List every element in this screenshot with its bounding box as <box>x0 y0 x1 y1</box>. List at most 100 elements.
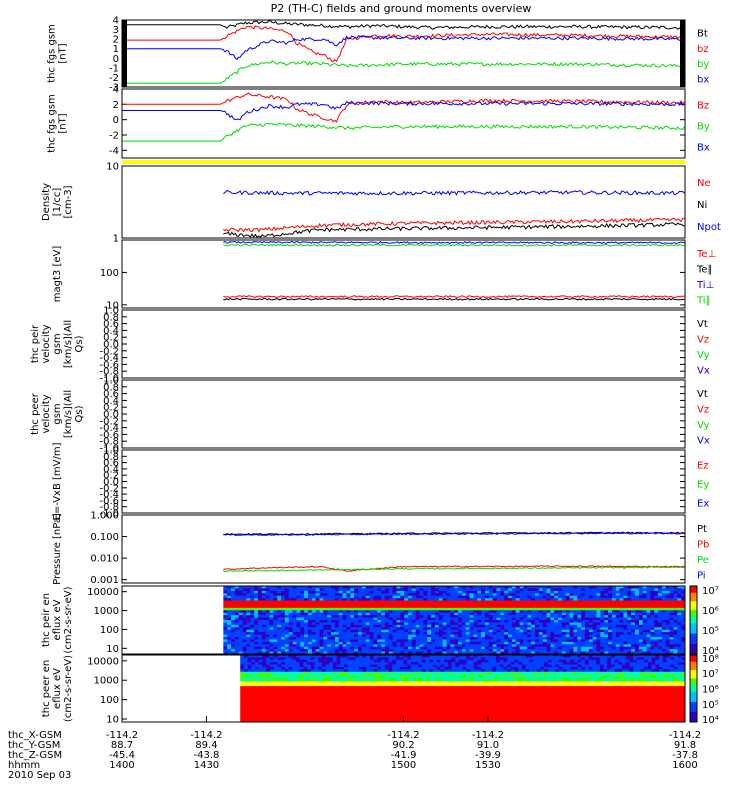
spectrogram-cell <box>361 632 367 635</box>
spectrogram-cell <box>503 666 508 670</box>
spectrogram-cell <box>447 676 452 680</box>
spectrogram-cell <box>492 637 497 640</box>
spectrogram-cell <box>311 605 317 609</box>
spectrogram-cell <box>357 617 363 621</box>
spectrogram-cell <box>323 624 328 628</box>
spectrogram-cell <box>446 605 451 609</box>
spectrogram-cell <box>377 644 382 648</box>
spectrogram-cell <box>396 641 401 645</box>
spectrogram-cell <box>284 603 290 606</box>
spectrogram-cell <box>500 634 505 638</box>
spectrogram-cell <box>247 657 252 661</box>
spectrogram-cell <box>347 659 352 663</box>
spectrogram-cell <box>584 666 590 670</box>
spectrogram-cell <box>484 622 490 626</box>
spectrogram-cell <box>231 603 236 606</box>
spectrogram-cell <box>373 655 378 658</box>
spectrogram-cell <box>384 657 389 661</box>
spectrogram-cell <box>542 612 547 616</box>
spectrogram-cell <box>681 662 686 665</box>
spectrogram-cell <box>266 662 271 665</box>
spectrogram-cell <box>508 598 513 601</box>
spectrogram-cell <box>450 590 455 594</box>
spectrogram-cell <box>444 655 449 658</box>
spectrogram-cell <box>631 603 636 606</box>
spectrogram-cell <box>621 662 627 665</box>
spectrogram-cell <box>292 655 297 658</box>
spectrogram-cell <box>319 629 324 633</box>
spectrogram-cell <box>446 590 451 594</box>
spectrogram-cell <box>277 639 282 643</box>
spectrogram-cell <box>231 605 236 609</box>
spectrogram-cell <box>534 639 540 643</box>
spectrogram-cell <box>425 664 430 668</box>
spectrogram-cell <box>392 586 397 589</box>
spectrogram-cell <box>677 620 682 623</box>
spectrogram-cell <box>277 620 282 623</box>
spectrogram-cell <box>492 622 497 626</box>
spectrogram-cell <box>511 607 517 611</box>
spectrogram-cell <box>284 669 289 673</box>
spectrogram-cell <box>573 620 578 623</box>
spectrogram-cell <box>654 649 659 652</box>
spectrogram-cell <box>496 629 501 633</box>
spectrogram-cell <box>281 624 286 628</box>
spectrogram-cell <box>629 655 634 658</box>
spectrogram-cell <box>627 629 632 633</box>
spectrogram-cell <box>665 595 671 599</box>
spectrogram-cell <box>257 651 263 655</box>
spectrogram-cell <box>650 637 655 640</box>
spectrogram-cell <box>654 629 659 633</box>
spectrogram-cell <box>277 595 282 599</box>
spectrogram-cell <box>442 646 447 650</box>
spectrogram-cell <box>342 586 347 589</box>
spectrogram-cell <box>311 641 317 645</box>
spectrogram-cell <box>250 590 255 594</box>
spectrogram-cell <box>284 612 290 616</box>
spectrogram-cell <box>531 624 536 628</box>
spectrogram-cell <box>436 669 441 673</box>
spectrogram-cell <box>634 600 640 604</box>
spectrogram-cell <box>342 595 347 599</box>
spectrogram-cell <box>654 615 659 618</box>
spectrogram-cell <box>423 620 428 623</box>
spectrogram-cell <box>447 674 452 677</box>
spectrogram-cell <box>227 595 232 599</box>
spectrogram-cell <box>255 659 260 663</box>
spectrogram-cell <box>599 662 604 665</box>
spectrogram-cell <box>665 590 671 594</box>
spectrogram-cell <box>565 627 570 631</box>
spectrogram-cell <box>223 651 228 655</box>
spectrogram-cell <box>573 651 578 655</box>
spectrogram-cell <box>644 671 649 675</box>
spectrogram-cell <box>681 651 686 655</box>
spectrogram-cell <box>246 646 251 650</box>
spectrogram-cell <box>442 593 447 597</box>
spectrogram-cell <box>258 669 263 673</box>
spectrogram-cell <box>538 649 544 652</box>
spectrogram-cell <box>646 615 651 618</box>
colorbar-swatch <box>690 603 697 606</box>
spectrogram-cell <box>573 627 578 631</box>
spectrogram-cell <box>450 634 455 638</box>
spectrogram-cell <box>346 634 351 638</box>
spectrogram-cell <box>619 637 624 640</box>
spectrogram-cell <box>634 629 640 633</box>
spectrogram-cell <box>455 662 460 665</box>
y-tick-label: 0.0 <box>103 340 119 351</box>
spectrogram-cell <box>373 629 378 633</box>
spectrogram-cell <box>511 644 517 648</box>
spectrogram-cell <box>438 595 444 599</box>
spectrogram-cell <box>377 678 382 682</box>
spectrogram-cell <box>384 634 390 638</box>
spectrogram-cell <box>608 590 613 594</box>
spectrogram-cell <box>344 674 349 677</box>
spectrogram-cell <box>527 641 532 645</box>
spectrogram-cell <box>436 659 441 663</box>
spectrogram-cell <box>677 651 682 655</box>
colorbar-swatch <box>690 608 697 611</box>
spectrogram-cell <box>373 644 378 648</box>
spectrogram-cell <box>538 629 544 633</box>
spectrogram-cell <box>307 646 313 650</box>
